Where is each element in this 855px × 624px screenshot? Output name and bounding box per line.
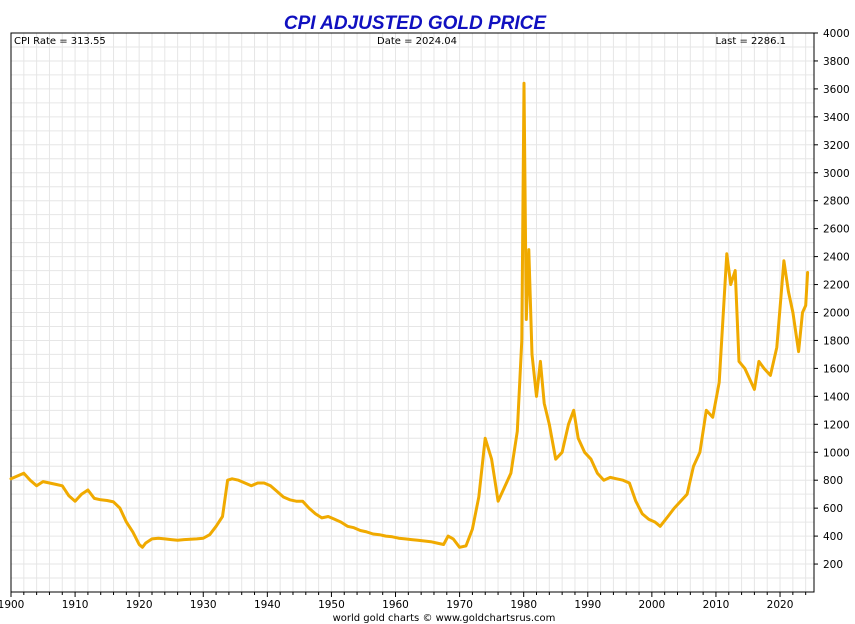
y-tick-label: 3600	[823, 84, 850, 96]
x-tick-label: 2000	[638, 599, 665, 611]
y-tick-label: 2600	[823, 224, 850, 236]
y-tick-label: 600	[823, 503, 843, 515]
date-label: Date = 2024.04	[377, 36, 457, 47]
cpi-rate-label: CPI Rate = 313.55	[14, 36, 106, 47]
y-tick-label: 2400	[823, 252, 850, 264]
x-tick-label: 2020	[767, 599, 794, 611]
y-tick-label: 1400	[823, 391, 850, 403]
series-line-gold-price	[9, 81, 810, 549]
y-tick-label: 3000	[823, 168, 850, 180]
y-tick-label: 2800	[823, 196, 850, 208]
x-tick-label: 2010	[703, 599, 730, 611]
x-tick-label: 1900	[0, 599, 24, 611]
y-tick-label: 2200	[823, 280, 850, 292]
x-axis: 1900 1910 1920 1930 1940 1950 1960 1970 1980 1990…	[0, 592, 807, 611]
y-tick-label: 1000	[823, 447, 850, 459]
y-tick-label: 200	[823, 559, 843, 571]
x-tick-label: 1930	[190, 599, 217, 611]
x-tick-label: 1940	[254, 599, 281, 611]
x-tick-label: 1920	[126, 599, 153, 611]
x-tick-label: 1970	[446, 599, 473, 611]
y-axis: 200 400 600 800 1000 1200 1400 1600 1800 2000 2200…	[814, 28, 850, 571]
y-tick-label: 3400	[823, 112, 850, 124]
y-tick-label: 3200	[823, 140, 850, 152]
chart-title: CPI ADJUSTED GOLD PRICE	[284, 13, 547, 34]
y-tick-label: 3800	[823, 56, 850, 68]
y-tick-label: 2000	[823, 308, 850, 320]
y-tick-label: 4000	[823, 28, 850, 40]
y-tick-label: 1600	[823, 363, 850, 375]
x-tick-label: 1980	[510, 599, 537, 611]
last-value-label: Last = 2286.1	[715, 36, 786, 47]
x-tick-label: 1990	[574, 599, 601, 611]
source-credit: world gold charts © www.goldchartsrus.co…	[333, 613, 556, 624]
x-tick-label: 1910	[62, 599, 89, 611]
x-tick-label: 1960	[382, 599, 409, 611]
grid-lines	[11, 33, 814, 592]
x-tick-label: 1950	[318, 599, 345, 611]
y-tick-label: 400	[823, 531, 843, 543]
y-tick-label: 800	[823, 475, 843, 487]
y-tick-label: 1800	[823, 335, 850, 347]
y-tick-label: 1200	[823, 419, 850, 431]
